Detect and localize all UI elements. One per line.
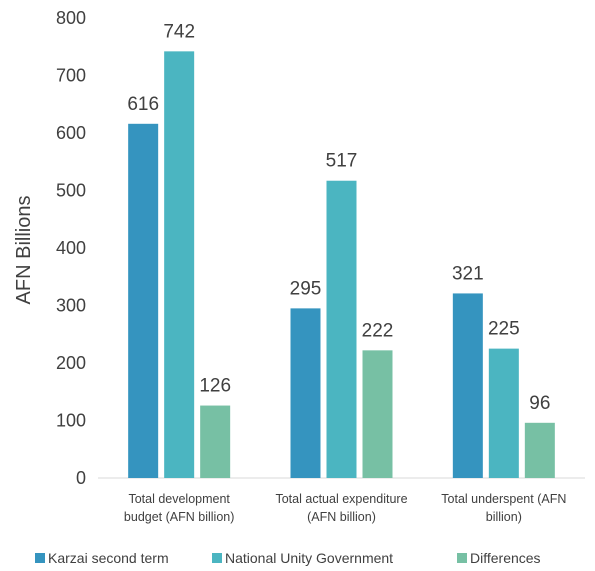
y-tick-label: 0 <box>76 468 86 488</box>
legend-label: Karzai second term <box>48 550 169 566</box>
data-label: 742 <box>163 21 195 42</box>
data-label: 295 <box>290 278 322 299</box>
data-label: 517 <box>326 151 358 172</box>
y-tick-label: 500 <box>56 181 86 201</box>
y-tick-label: 200 <box>56 353 86 373</box>
bar <box>452 293 483 478</box>
bar <box>200 405 231 478</box>
y-axis: 0 100 200 300 400 500 600 700 800 <box>56 8 86 488</box>
bars <box>128 51 555 479</box>
data-label: 616 <box>127 94 159 115</box>
y-axis-title: AFN Billions <box>13 196 35 305</box>
data-label: 126 <box>199 376 231 397</box>
legend-swatch <box>35 553 45 563</box>
legend-swatch <box>457 553 467 563</box>
bar <box>326 180 357 478</box>
category-label: Total underspent (AFN billion) <box>441 492 566 524</box>
y-tick-label: 100 <box>56 411 86 431</box>
category-labels: Total development budget (AFN billion) Tot… <box>124 492 566 524</box>
data-label: 222 <box>362 320 394 341</box>
legend-label: Differences <box>470 550 541 566</box>
category-label: Total development budget (AFN billion) <box>124 492 234 524</box>
bar <box>290 308 321 478</box>
data-labels: 616 742 126 295 517 222 321 225 96 <box>127 21 550 413</box>
bar <box>128 123 159 479</box>
y-tick-label: 700 <box>56 66 86 86</box>
bar <box>362 350 393 478</box>
legend-item: National Unity Government <box>212 550 393 566</box>
bar <box>524 422 555 478</box>
data-label: 96 <box>529 393 550 414</box>
category-label: Total actual expenditure (AFN billion) <box>275 492 407 524</box>
legend-item: Karzai second term <box>35 550 169 566</box>
bar <box>488 348 519 478</box>
y-tick-label: 800 <box>56 8 86 28</box>
legend-swatch <box>212 553 222 563</box>
y-tick-label: 400 <box>56 238 86 258</box>
legend-item: Differences <box>457 550 541 566</box>
data-label: 321 <box>452 263 484 284</box>
legend: Karzai second term National Unity Governm… <box>35 550 541 566</box>
legend-label: National Unity Government <box>225 550 393 566</box>
y-tick-label: 600 <box>56 123 86 143</box>
bar <box>164 51 195 478</box>
y-tick-label: 300 <box>56 296 86 316</box>
data-label: 225 <box>488 319 520 340</box>
